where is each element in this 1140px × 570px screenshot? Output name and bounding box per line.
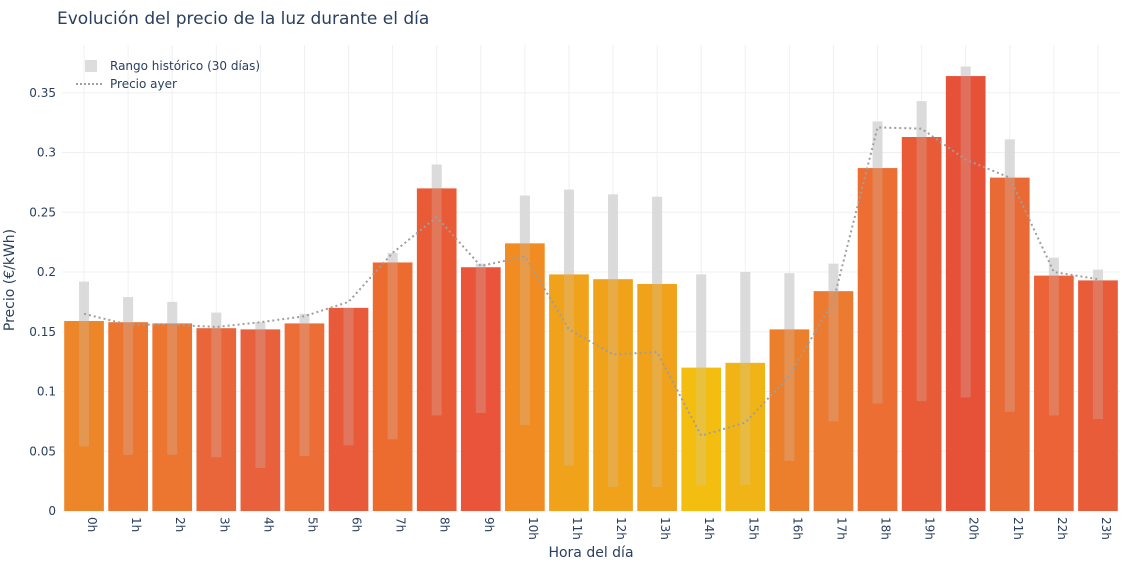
x-tick-label: 19h [923,517,937,540]
y-tick-label: 0.15 [29,325,56,339]
x-axis-ticks: 0h 1h 2h 3h 4h 5h 6h 7h 8h 9h 10h 11h 12h 13h 14h 15h 16… [85,517,1113,540]
x-tick-label: 4h [261,517,275,532]
range-bar-overlay [961,67,971,398]
range-bar-overlay [784,273,794,461]
range-bar-overlay [299,314,309,456]
range-bar-overlay [608,194,618,487]
x-tick-label: 7h [394,517,408,532]
x-tick-label: 3h [217,517,231,532]
x-tick-label: 1h [129,517,143,532]
y-tick-label: 0.3 [37,146,56,160]
range-bar-overlay [873,121,883,403]
range-bar-overlay [1093,270,1103,419]
x-tick-label: 10h [526,517,540,540]
range-bar-overlay [652,197,662,487]
x-tick-label: 6h [350,517,364,532]
x-tick-label: 0h [85,517,99,532]
y-axis-label: Precio (€/kWh) [2,229,18,331]
x-tick-label: 8h [438,517,452,532]
range-bar-overlay [520,196,530,425]
x-tick-label: 23h [1099,517,1113,540]
x-tick-label: 5h [305,517,319,532]
range-bar-overlay [211,313,221,458]
x-tick-label: 9h [482,517,496,532]
y-tick-label: 0.1 [37,385,56,399]
range-bar-overlay [828,264,838,422]
x-tick-label: 13h [658,517,672,540]
y-tick-label: 0.25 [29,205,56,219]
y-tick-label: 0.2 [37,265,56,279]
x-tick-label: 21h [1011,517,1025,540]
x-tick-label: 20h [967,517,981,540]
x-tick-label: 2h [173,517,187,532]
range-bar-overlay [432,164,442,415]
x-tick-label: 11h [570,517,584,540]
x-tick-label: 17h [834,517,848,540]
x-tick-label: 22h [1055,517,1069,540]
range-bar-overlay [79,282,89,447]
legend-swatch-range [85,60,97,72]
x-tick-label: 16h [790,517,804,540]
x-tick-label: 12h [614,517,628,540]
y-axis-ticks: 0 0.05 0.1 0.15 0.2 0.25 0.3 0.35 [29,86,56,518]
range-bar-overlay [476,264,486,413]
y-tick-label: 0.35 [29,86,56,100]
range-bar-overlay [1005,139,1015,411]
y-tick-label: 0 [48,504,56,518]
range-bar-overlay [696,274,706,485]
x-tick-label: 18h [879,517,893,540]
range-bar-overlay [344,308,354,445]
legend-label-yesterday: Precio ayer [110,77,177,91]
x-tick-label: 15h [746,517,760,540]
range-bar-overlay [1049,258,1059,416]
chart-title: Evolución del precio de la luz durante e… [57,9,429,29]
range-bar-overlay [255,322,265,468]
legend-label-range: Rango histórico (30 días) [110,59,260,73]
range-bar-overlay [123,297,133,455]
x-axis-label: Hora del día [548,545,633,561]
price-bars [64,67,1118,511]
range-bar-overlay [388,253,398,439]
legend: Rango histórico (30 días) Precio ayer [76,59,260,91]
y-tick-label: 0.05 [29,444,56,458]
range-bar-overlay [740,272,750,485]
x-tick-label: 14h [702,517,716,540]
range-bar-overlay [917,101,927,401]
